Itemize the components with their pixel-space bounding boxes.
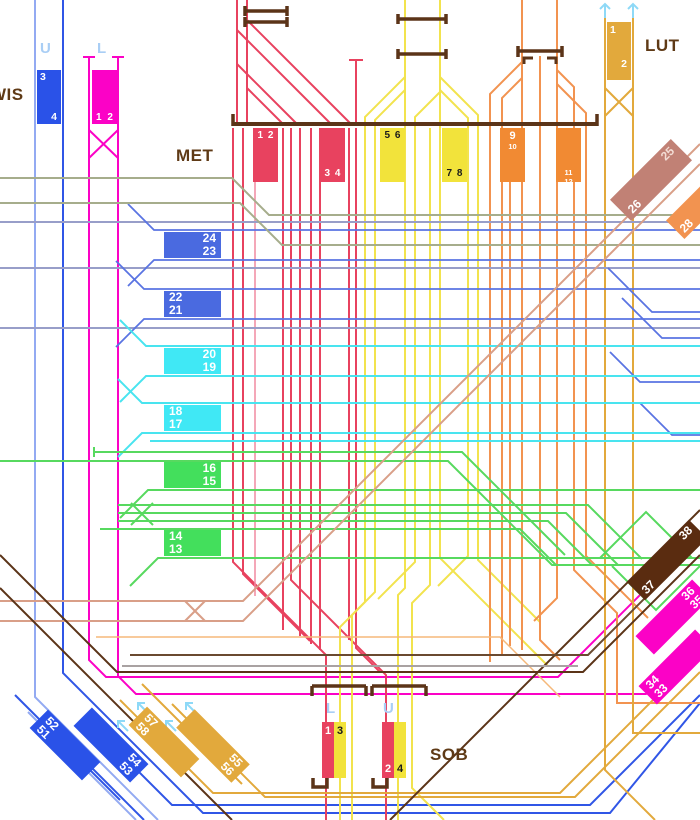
cyan-tracks [117, 319, 700, 458]
track-number: 2 [385, 763, 392, 775]
yellow-half [334, 722, 346, 778]
track-number: 2 [621, 58, 627, 70]
track-label-u-bottom: U [383, 700, 394, 717]
track-number: 4 [397, 763, 404, 775]
portal-symbols [231, 6, 599, 789]
station-label-lut: LUT [645, 36, 680, 55]
platform-block-14-13[interactable]: 14 13 [164, 530, 221, 556]
track-number: 3 [337, 725, 344, 737]
track-number: 24 [202, 231, 216, 245]
lut-track-block-1-2[interactable]: 1 2 [607, 22, 631, 80]
platform-block-22-21[interactable]: 22 21 [164, 291, 221, 317]
track-label-l-top: L [97, 40, 107, 57]
track-number: 1 2 [257, 130, 274, 141]
met-track-block-3-4[interactable]: 3 4 [320, 128, 345, 182]
yellow-half [394, 722, 406, 778]
station-label-wis: WIS [0, 85, 24, 104]
track-number: 5 6 [384, 130, 401, 141]
track-number: 15 [202, 474, 216, 488]
wis-track-block-1-2[interactable]: 1 2 [92, 70, 117, 124]
track-number: 19 [202, 360, 216, 374]
track-label-u-top: U [40, 40, 51, 57]
track-number: 23 [202, 244, 216, 258]
track-number: 1 [610, 24, 616, 36]
track-number: 7 8 [446, 168, 463, 179]
sob-track-block-2-4[interactable]: 2 4 [382, 722, 406, 778]
track-number: 17 [169, 417, 183, 431]
royal-tracks [115, 203, 700, 436]
platform-block-20-19[interactable]: 20 19 [164, 348, 221, 374]
track-number: 3 [40, 71, 46, 83]
slate-tracks [0, 221, 700, 329]
track-label-l-bottom: L [326, 700, 336, 717]
platform-block-24-23[interactable]: 24 23 [164, 232, 221, 258]
orange-tracks [489, 0, 700, 704]
platform-block-16-15[interactable]: 16 15 [164, 462, 221, 488]
met-track-block-11-12[interactable]: 11 12 [556, 128, 581, 186]
track-number: 4 [51, 111, 57, 123]
rosy-tracks [0, 143, 700, 698]
track-number: 1 [325, 725, 332, 737]
met-track-block-7-8[interactable]: 7 8 [442, 128, 467, 182]
station-label-met: MET [176, 146, 214, 165]
met-track-block-5-6[interactable]: 5 6 [380, 128, 405, 182]
track-number: 13 [169, 542, 183, 556]
station-label-sob: SOB [430, 745, 469, 764]
met-track-block-1-2[interactable]: 1 2 [253, 128, 278, 182]
track-number: 3 4 [324, 168, 341, 179]
track-number: 9 10 [508, 130, 517, 151]
track-number: 25 [657, 143, 678, 164]
track-number: 14 [169, 529, 183, 543]
sob-track-block-1-3[interactable]: 1 3 [322, 722, 346, 778]
track-number: 1 2 [96, 112, 113, 123]
track-number: 21 [169, 303, 183, 317]
track-number: 22 [169, 290, 183, 304]
track-number: 18 [169, 404, 183, 418]
track-number: 11 12 [564, 168, 573, 186]
green-tracks [0, 447, 700, 612]
red-half [382, 722, 394, 778]
wis-track-block-3-4[interactable]: 3 4 [37, 70, 61, 124]
olive-tracks [0, 177, 700, 246]
red-half [322, 722, 334, 778]
platform-block-18-17[interactable]: 18 17 [164, 405, 221, 431]
track-number: 20 [202, 347, 216, 361]
met-track-block-9-10[interactable]: 9 10 [500, 128, 525, 182]
track-number: 16 [202, 461, 216, 475]
